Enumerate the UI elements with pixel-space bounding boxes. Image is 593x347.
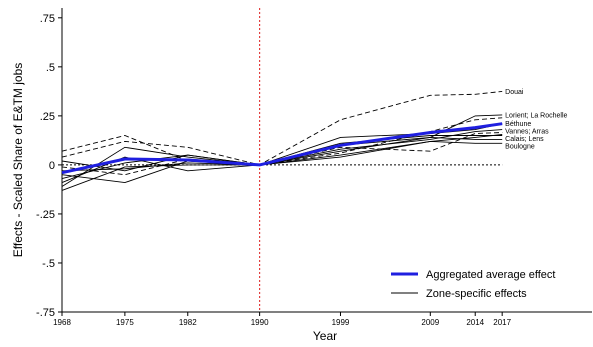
- zone-series: [61, 90, 503, 191]
- x-tick-label: 1982: [179, 318, 197, 327]
- aggregated-average-line: [61, 122, 503, 175]
- legend: Aggregated average effect Zone-specific e…: [391, 269, 555, 300]
- y-tick-label: 0: [49, 160, 55, 172]
- y-tick-label: -.25: [36, 209, 55, 221]
- y-tick-label: -.5: [42, 258, 55, 270]
- x-tick-label: 1975: [116, 318, 134, 327]
- zone-line-7: [61, 134, 503, 191]
- x-tick-label: 1968: [53, 318, 71, 327]
- zone-line-2: [61, 114, 503, 180]
- zone-label: Boulogne: [505, 144, 535, 151]
- zone-line-4: [61, 123, 503, 187]
- x-tick-label: 1990: [251, 318, 269, 327]
- zone-label: Calais; Lens: [505, 136, 544, 143]
- legend-label: Zone-specific effects: [426, 288, 527, 300]
- legend-label: Aggregated average effect: [426, 269, 555, 281]
- zone-label: Vannes; Arras: [505, 129, 549, 136]
- y-tick-label: .5: [46, 62, 55, 74]
- x-axis-title: Year: [313, 329, 337, 343]
- zone-labels: Douai Lorient; La Rochelle BéthuneVannes; …: [505, 89, 567, 151]
- y-tick-label: .75: [40, 13, 55, 25]
- zone-line-1: [61, 90, 503, 166]
- reference-lines: [62, 8, 503, 312]
- aggregated-series: [61, 122, 503, 175]
- x-tick-label: 2009: [421, 318, 439, 327]
- y-tick-label: .25: [40, 111, 55, 123]
- zone-label: Lorient; La Rochelle: [505, 112, 567, 119]
- y-axis-title: Effects - Scaled Share of E&TM jobs: [11, 63, 25, 258]
- y-tick-label: -.75: [36, 307, 55, 319]
- zone-label: Douai: [505, 89, 524, 96]
- x-tick-label: 2014: [466, 318, 484, 327]
- zone-label: Béthune: [505, 121, 531, 128]
- x-tick-label: 2017: [493, 318, 511, 327]
- x-tick-label: 1999: [332, 318, 350, 327]
- zone-line-3: [61, 117, 503, 166]
